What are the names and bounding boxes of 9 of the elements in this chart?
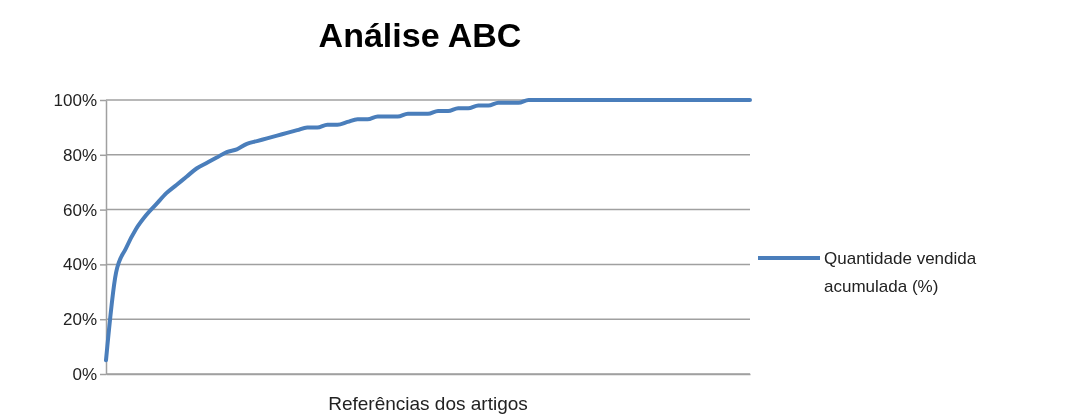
y-tick-label: 20% [62, 310, 97, 330]
y-tick-label: 60% [62, 200, 97, 220]
y-tick-label: 40% [62, 255, 97, 275]
x-axis-title: Referências dos artigos [328, 393, 528, 414]
legend-label: Quantidade vendida acumulada (%) [824, 249, 977, 296]
y-tick-label: 0% [72, 364, 97, 384]
chart-title: Análise ABC [318, 16, 522, 54]
y-tick-label: 100% [53, 90, 97, 110]
y-tick-label: 80% [62, 145, 97, 165]
